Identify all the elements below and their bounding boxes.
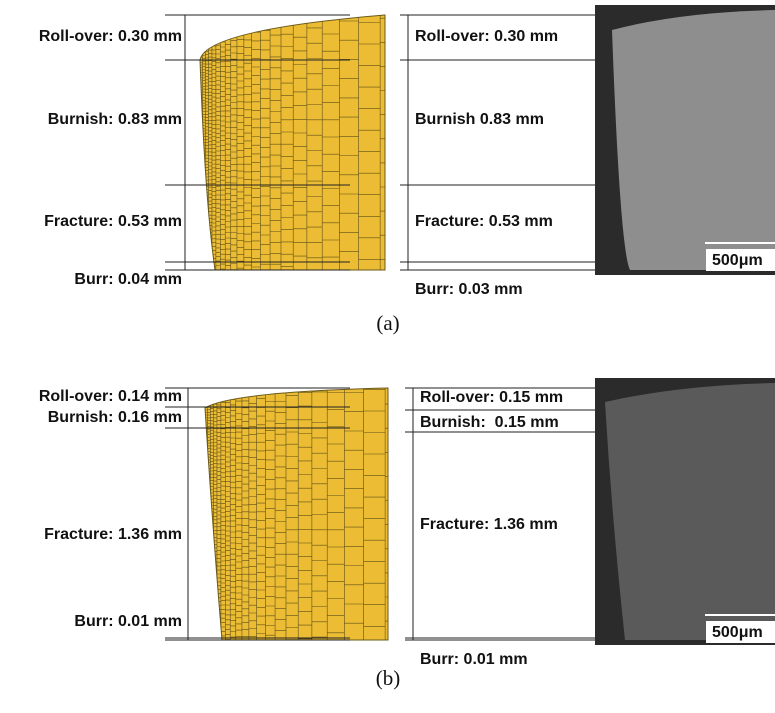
experiment-label: Fracture: 1.36 mm bbox=[420, 516, 558, 533]
experiment-label: Burr: 0.03 mm bbox=[415, 281, 523, 298]
experiment-label: Roll-over: 0.30 mm bbox=[415, 28, 558, 45]
scale-bar-label: 500μm bbox=[712, 252, 763, 269]
figure: 500μm Roll-over: 0.30 mm Burnish: 0.83 mm F… bbox=[0, 0, 775, 713]
scale-bar-label: 500μm bbox=[712, 624, 763, 641]
panel-caption: (b) bbox=[376, 666, 401, 690]
sem-specimen bbox=[612, 10, 775, 270]
experiment-label: Fracture: 0.53 mm bbox=[415, 213, 553, 230]
experiment-label: Burnish 0.83 mm bbox=[415, 111, 544, 128]
simulation-label: Burr: 0.01 mm bbox=[74, 613, 182, 630]
simulation-label: Burnish: 0.16 mm bbox=[48, 409, 182, 426]
simulation-label: Roll-over: 0.30 mm bbox=[39, 28, 182, 45]
simulation-label: Fracture: 1.36 mm bbox=[44, 526, 182, 543]
simulation-label: Burnish: 0.83 mm bbox=[48, 111, 182, 128]
sem-specimen bbox=[605, 383, 775, 640]
experiment-label: Burr: 0.01 mm bbox=[420, 651, 528, 668]
experiment-label: Burnish: 0.15 mm bbox=[420, 414, 559, 431]
panel-caption: (a) bbox=[376, 311, 399, 335]
mesh-body bbox=[205, 388, 388, 640]
simulation-label: Roll-over: 0.14 mm bbox=[39, 388, 182, 405]
mesh-body bbox=[200, 15, 385, 270]
simulation-label: Burr: 0.04 mm bbox=[74, 271, 182, 288]
simulation-label: Fracture: 0.53 mm bbox=[44, 213, 182, 230]
experiment-label: Roll-over: 0.15 mm bbox=[420, 389, 563, 406]
